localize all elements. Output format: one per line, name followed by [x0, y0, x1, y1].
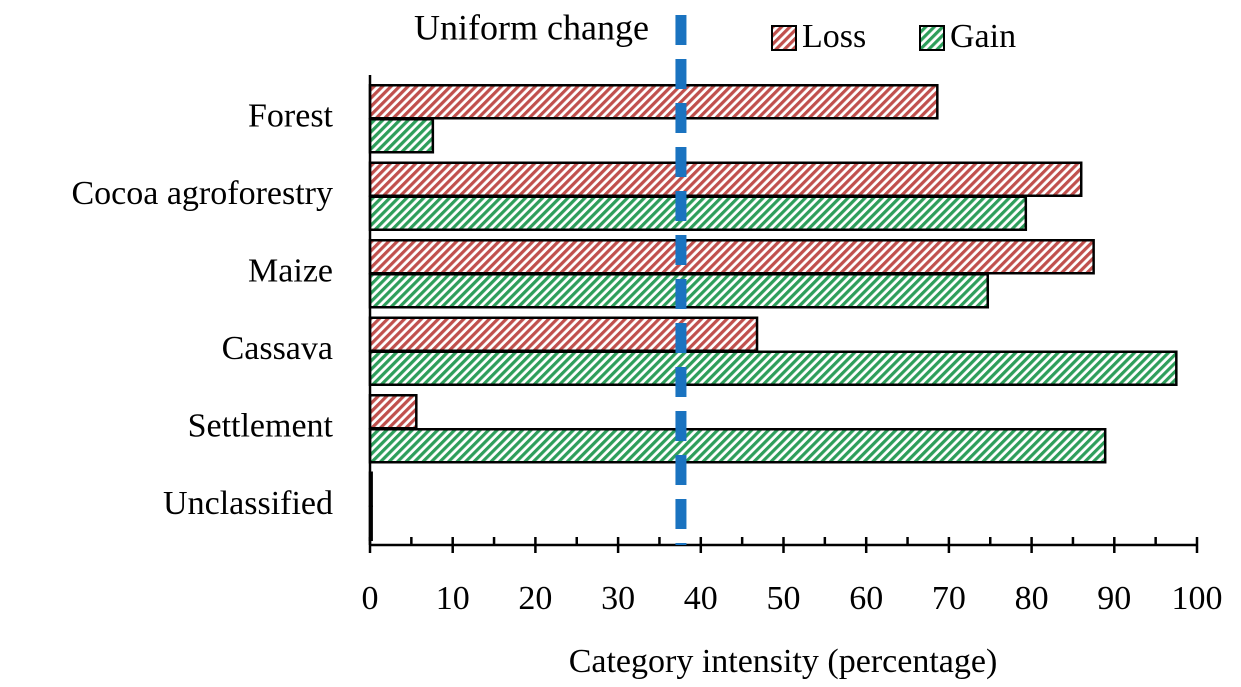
bar	[368, 161, 1083, 197]
legend-swatch	[919, 25, 945, 51]
bar	[368, 118, 435, 154]
y-tick-label: Cassava	[222, 330, 333, 367]
y-tick-label: Settlement	[188, 408, 334, 445]
x-tick-label: 80	[1015, 580, 1049, 617]
x-tick-label: 0	[362, 580, 379, 617]
y-tick-label: Cocoa agroforestry	[71, 175, 333, 212]
x-tick-label: 100	[1172, 580, 1223, 617]
x-tick-label: 90	[1097, 580, 1131, 617]
x-tick-label: 10	[436, 580, 470, 617]
x-tick-label: 20	[518, 580, 552, 617]
y-tick-label: Unclassified	[163, 485, 333, 522]
x-axis-title: Category intensity (percentage)	[569, 643, 998, 680]
legend-swatch	[771, 25, 797, 51]
bar	[368, 195, 1028, 231]
y-tick-label: Maize	[248, 253, 333, 290]
bar	[368, 350, 1178, 386]
bar	[368, 84, 939, 120]
legend-label: Gain	[950, 18, 1016, 55]
x-tick-label: 70	[932, 580, 966, 617]
bar	[368, 428, 1107, 464]
x-tick-label: 30	[601, 580, 635, 617]
bar	[368, 239, 1095, 275]
reference-label: Uniform change	[414, 7, 649, 47]
bar	[368, 316, 759, 352]
legend-label: Loss	[802, 18, 866, 55]
x-tick-label: 60	[849, 580, 883, 617]
x-tick-label: 40	[684, 580, 718, 617]
bar	[368, 394, 418, 430]
x-tick-label: 50	[767, 580, 801, 617]
y-tick-label: Forest	[248, 98, 334, 135]
